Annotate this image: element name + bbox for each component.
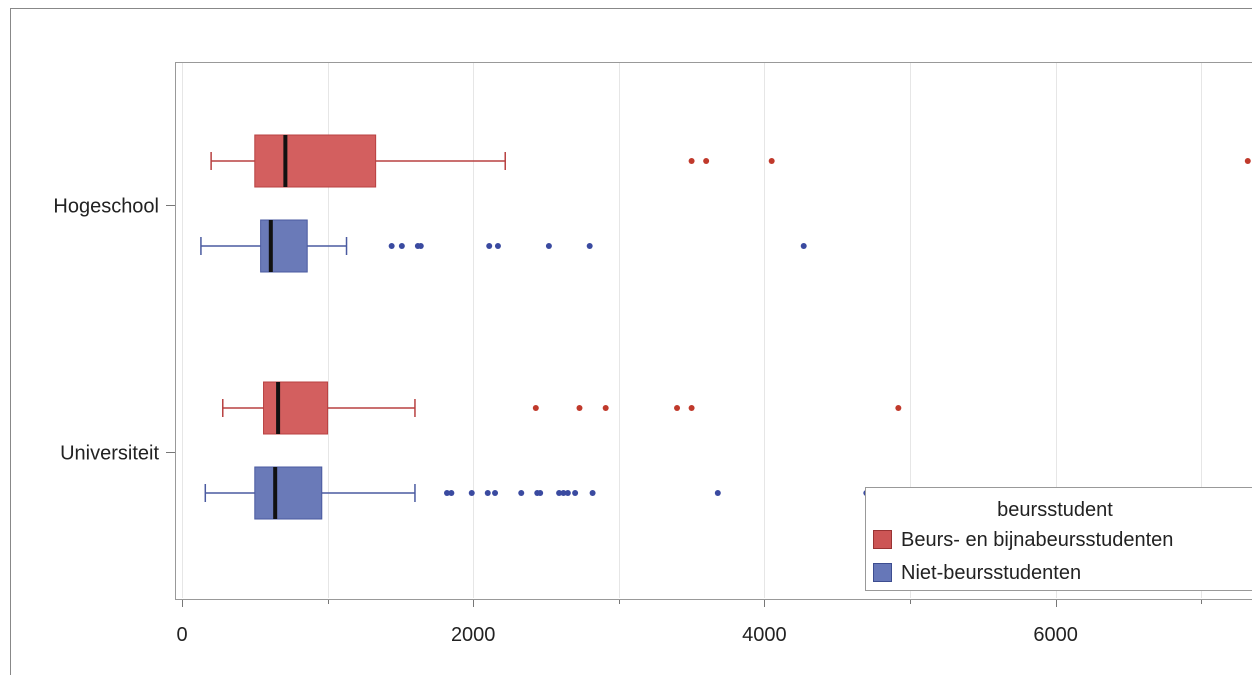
outlier-point [895, 405, 901, 411]
y-tick-label: Hogeschool [53, 196, 159, 218]
outlier-point [486, 243, 492, 249]
x-tick-label: 0 [176, 624, 187, 646]
outlier-point [801, 243, 807, 249]
outlier-point [572, 490, 578, 496]
legend-label-beurs: Beurs- en bijnabeursstudenten [901, 529, 1173, 551]
outlier-point [389, 243, 395, 249]
outlier-point [546, 243, 552, 249]
y-axis: Hogeschool Universiteit [53, 196, 175, 465]
outlier-point [418, 243, 424, 249]
legend-title: beursstudent [997, 499, 1113, 521]
box-iqr [255, 467, 322, 519]
legend-swatch-beurs [874, 531, 892, 549]
outlier-point [469, 490, 475, 496]
y-tick-label: Universiteit [60, 443, 159, 465]
outlier-point [448, 490, 454, 496]
x-tick-label: 2000 [451, 624, 496, 646]
outlier-point [674, 405, 680, 411]
x-tick-label: 6000 [1033, 624, 1078, 646]
legend-label-niet: Niet-beursstudenten [901, 562, 1081, 584]
outlier-point [537, 490, 543, 496]
box-iqr [261, 220, 308, 272]
outlier-point [1245, 158, 1251, 164]
outlier-point [485, 490, 491, 496]
outlier-point [769, 158, 775, 164]
outlier-point [533, 405, 539, 411]
x-tick-label: 4000 [742, 624, 787, 646]
outlier-point [603, 405, 609, 411]
outlier-point [590, 490, 596, 496]
outlier-point [495, 243, 501, 249]
legend-swatch-niet [874, 564, 892, 582]
outlier-point [576, 405, 582, 411]
outlier-point [518, 490, 524, 496]
x-axis: 0 2000 4000 6000 [176, 600, 1201, 646]
box-iqr [264, 382, 328, 434]
box-iqr [255, 135, 376, 187]
outlier-point [715, 490, 721, 496]
outlier-point [492, 490, 498, 496]
outlier-point [703, 158, 709, 164]
outlier-point [399, 243, 405, 249]
outlier-point [565, 490, 571, 496]
outlier-point [587, 243, 593, 249]
legend: beursstudent Beurs- en bijnabeursstudent… [866, 488, 1252, 591]
outlier-point [689, 158, 695, 164]
outlier-point [689, 405, 695, 411]
